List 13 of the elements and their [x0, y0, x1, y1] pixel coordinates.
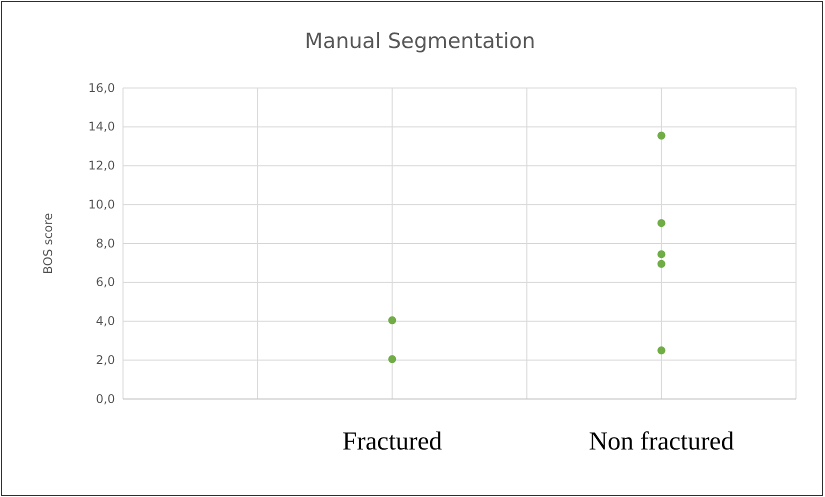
y-tick-label: 12,0 [88, 158, 115, 173]
x-tick-label: Fractured [342, 426, 442, 456]
chart-title: Manual Segmentation [304, 29, 536, 53]
y-tick-label: 6,0 [96, 275, 115, 290]
y-tick-label: 0,0 [96, 392, 115, 406]
y-tick-label: 10,0 [88, 197, 115, 212]
x-tick-label: Non fractured [588, 426, 734, 456]
y-tick-label: 2,0 [96, 352, 115, 367]
y-tick-label: 16,0 [88, 80, 115, 95]
y-tick-label: 4,0 [96, 314, 115, 328]
y-tick-label: 14,0 [88, 120, 115, 134]
y-tick-label: 8,0 [96, 236, 115, 250]
y-axis-title: BOS score [41, 212, 55, 274]
